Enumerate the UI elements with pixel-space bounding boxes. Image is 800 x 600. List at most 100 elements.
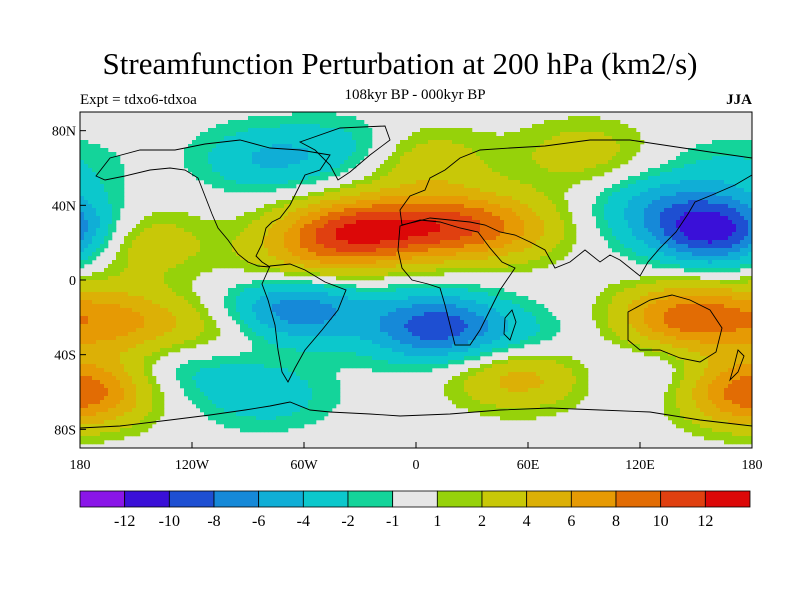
field-cell xyxy=(508,216,513,221)
field-cell xyxy=(316,172,321,177)
field-cell xyxy=(128,256,133,261)
field-cell xyxy=(312,172,317,177)
field-cell xyxy=(656,228,661,233)
field-cell xyxy=(164,264,169,269)
field-cell xyxy=(532,144,537,149)
field-cell xyxy=(284,224,289,229)
field-cell xyxy=(596,136,601,141)
field-cell xyxy=(588,136,593,141)
field-cell xyxy=(156,220,161,225)
field-cell xyxy=(328,260,333,265)
field-cell xyxy=(728,184,733,189)
field-cell xyxy=(420,152,425,157)
field-cell xyxy=(332,208,337,213)
field-cell xyxy=(208,244,213,249)
field-cell xyxy=(192,172,197,177)
field-cell xyxy=(648,192,653,197)
field-cell xyxy=(224,136,229,141)
field-cell xyxy=(736,196,741,201)
field-cell xyxy=(420,232,425,237)
field-cell xyxy=(324,252,329,257)
field-cell xyxy=(708,204,713,209)
field-cell xyxy=(400,212,405,217)
field-cell xyxy=(576,156,581,161)
field-cell xyxy=(516,228,521,233)
field-cell xyxy=(460,224,465,229)
field-cell xyxy=(292,220,297,225)
field-cell xyxy=(384,216,389,221)
field-cell xyxy=(192,224,197,229)
field-cell xyxy=(88,232,93,237)
field-cell xyxy=(196,160,201,165)
field-cell xyxy=(288,220,293,225)
field-cell xyxy=(244,120,249,125)
field-cell xyxy=(92,236,97,241)
field-cell xyxy=(260,248,265,253)
field-cell xyxy=(456,172,461,177)
field-cell xyxy=(376,208,381,213)
field-cell xyxy=(332,168,337,173)
field-cell xyxy=(200,232,205,237)
field-cell xyxy=(688,232,693,237)
field-cell xyxy=(456,188,461,193)
field-cell xyxy=(252,228,257,233)
field-cell xyxy=(536,236,541,241)
field-cell xyxy=(336,220,341,225)
field-cell xyxy=(616,240,621,245)
field-cell xyxy=(164,268,169,273)
field-cell xyxy=(660,204,665,209)
field-cell xyxy=(536,264,541,269)
field-cell xyxy=(360,128,365,133)
field-cell xyxy=(248,216,253,221)
field-cell xyxy=(420,196,425,201)
field-cell xyxy=(92,240,97,245)
field-cell xyxy=(228,168,233,173)
field-cell xyxy=(468,252,473,257)
field-cell xyxy=(240,248,245,253)
field-cell xyxy=(396,216,401,221)
field-cell xyxy=(700,252,705,257)
field-cell xyxy=(480,188,485,193)
field-cell xyxy=(504,232,509,237)
field-cell xyxy=(744,264,749,269)
field-cell xyxy=(524,212,529,217)
field-cell xyxy=(188,220,193,225)
field-cell xyxy=(96,176,101,181)
field-cell xyxy=(312,116,317,121)
field-cell xyxy=(416,156,421,161)
field-cell xyxy=(384,188,389,193)
field-cell xyxy=(128,252,133,257)
field-cell xyxy=(444,148,449,153)
field-cell xyxy=(744,240,749,245)
field-cell xyxy=(512,196,517,201)
field-cell xyxy=(172,240,177,245)
field-cell xyxy=(360,136,365,141)
field-cell xyxy=(628,132,633,137)
field-cell xyxy=(388,240,393,245)
field-cell xyxy=(544,212,549,217)
field-cell xyxy=(396,172,401,177)
field-cell xyxy=(508,148,513,153)
field-cell xyxy=(324,208,329,213)
field-cell xyxy=(720,148,725,153)
field-cell xyxy=(216,232,221,237)
field-cell xyxy=(372,208,377,213)
field-cell xyxy=(492,132,497,137)
field-cell xyxy=(640,204,645,209)
field-cell xyxy=(560,152,565,157)
field-cell xyxy=(300,212,305,217)
field-cell xyxy=(736,264,741,269)
field-cell xyxy=(728,144,733,149)
field-cell xyxy=(636,208,641,213)
field-cell xyxy=(452,148,457,153)
field-cell xyxy=(520,164,525,169)
field-cell xyxy=(424,192,429,197)
field-cell xyxy=(680,236,685,241)
field-cell xyxy=(388,220,393,225)
field-cell xyxy=(676,252,681,257)
field-cell xyxy=(628,220,633,225)
field-cell xyxy=(84,140,89,145)
field-cell xyxy=(532,220,537,225)
field-cell xyxy=(472,140,477,145)
field-cell xyxy=(228,188,233,193)
